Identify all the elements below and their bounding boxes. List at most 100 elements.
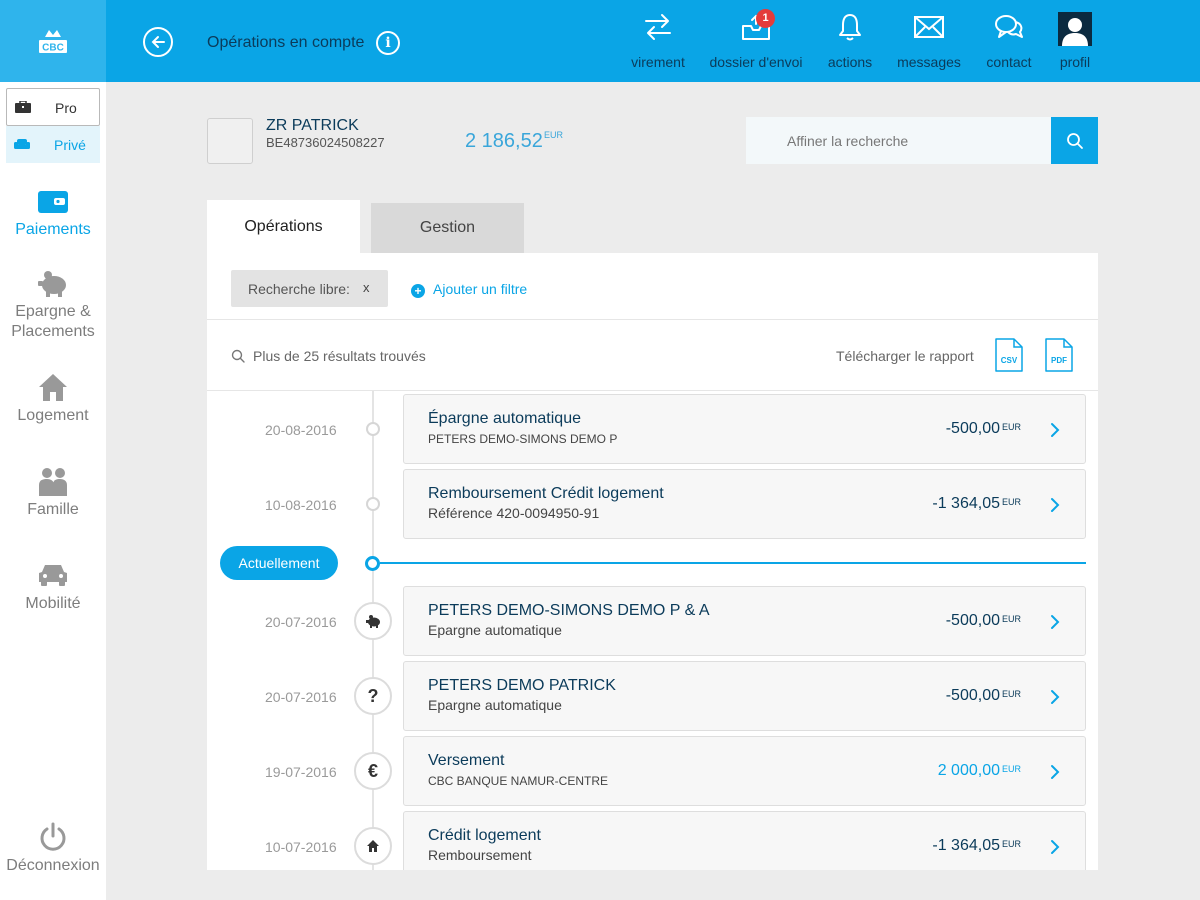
chevron-right-icon <box>1051 498 1060 512</box>
nav-contact[interactable]: contact <box>979 0 1039 82</box>
transaction-title: Versement <box>428 752 505 769</box>
transaction-date: 19-07-2016 <box>265 764 337 780</box>
search-input[interactable] <box>746 117 1052 164</box>
transaction-title: Remboursement Crédit logement <box>428 485 664 502</box>
sidebar: Pro Privé Paiements <box>0 82 106 900</box>
account-image[interactable] <box>207 118 253 164</box>
transaction-title: Épargne automatique <box>428 410 581 427</box>
power-icon <box>36 822 70 852</box>
account-balance-currency: EUR <box>544 130 564 140</box>
crown-logo-icon: CBC <box>39 30 67 54</box>
chevron-right-icon <box>1051 690 1060 704</box>
search-button[interactable] <box>1051 117 1098 164</box>
divider <box>207 319 1098 320</box>
divider <box>207 390 1098 391</box>
transaction-amount: -500,00 <box>945 687 1000 704</box>
envelope-icon <box>912 10 946 44</box>
transaction-amount: 2 000,00 <box>937 762 1000 779</box>
results-count: Plus de 25 résultats trouvés <box>231 348 426 364</box>
transaction-subtitle: PETERS DEMO-SIMONS DEMO P <box>428 432 618 446</box>
briefcase-icon <box>15 101 31 113</box>
filter-chip-remove-button[interactable]: x <box>363 280 370 295</box>
piggy-bank-icon <box>36 268 70 298</box>
sidebar-item-mobilite[interactable]: Mobilité <box>0 560 106 614</box>
now-marker-label: Actuellement <box>220 546 338 580</box>
segment-pro-button[interactable]: Pro <box>6 88 100 126</box>
top-bar: CBC Opérations en compte i virement doss… <box>0 0 1200 82</box>
question-mark-icon: ? <box>354 677 392 715</box>
notification-badge: 1 <box>756 9 775 28</box>
user-avatar-icon <box>1058 12 1092 46</box>
sidebar-item-famille[interactable]: Famille <box>0 466 106 520</box>
back-button[interactable] <box>143 27 173 57</box>
transaction-currency: EUR <box>1001 614 1021 624</box>
nav-virement[interactable]: virement <box>628 0 688 82</box>
transaction-amount: -1 364,05 <box>932 837 1000 854</box>
sofa-icon <box>14 139 30 149</box>
csv-download-icon[interactable]: CSV <box>995 338 1023 372</box>
nav-messages[interactable]: messages <box>895 0 963 82</box>
filter-chip[interactable]: Recherche libre: x <box>231 270 388 307</box>
info-icon[interactable]: i <box>376 31 400 55</box>
transaction-row[interactable]: PETERS DEMO-SIMONS DEMO P & A Epargne au… <box>403 586 1086 656</box>
transaction-date: 20-07-2016 <box>265 689 337 705</box>
transaction-currency: EUR <box>1001 689 1021 699</box>
chevron-right-icon <box>1051 765 1060 779</box>
nav-dossier-envoi[interactable]: dossier d'envoi <box>706 0 806 82</box>
transaction-date: 10-07-2016 <box>265 839 337 855</box>
transaction-subtitle: Remboursement <box>428 847 532 863</box>
chevron-right-icon <box>1051 423 1060 437</box>
sidebar-item-label: Famille <box>27 501 79 518</box>
sidebar-item-label: Paiements <box>15 221 91 238</box>
house-icon <box>354 827 392 865</box>
chat-bubbles-icon <box>992 10 1026 44</box>
house-icon <box>36 372 70 402</box>
segment-pro-label: Pro <box>55 100 77 116</box>
add-filter-link[interactable]: + Ajouter un filtre <box>411 281 527 298</box>
tab-gestion[interactable]: Gestion <box>371 203 524 253</box>
transaction-date: 20-07-2016 <box>265 614 337 630</box>
nav-label: virement <box>631 54 685 70</box>
transaction-currency: EUR <box>1001 422 1021 432</box>
transaction-row[interactable]: Épargne automatique PETERS DEMO-SIMONS D… <box>403 394 1086 464</box>
segment-prive-label: Privé <box>54 137 86 153</box>
nav-label: messages <box>897 54 961 70</box>
now-marker-line <box>380 562 1086 564</box>
wallet-icon <box>36 186 70 216</box>
transaction-amount: -1 364,05 <box>932 495 1000 512</box>
cbc-logo[interactable]: CBC <box>0 0 106 82</box>
transaction-subtitle: CBC BANQUE NAMUR-CENTRE <box>428 774 609 788</box>
transaction-row[interactable]: PETERS DEMO PATRICK Epargne automatique … <box>403 661 1086 731</box>
nav-profil[interactable]: profil <box>1052 0 1098 82</box>
transaction-date: 20-08-2016 <box>265 422 337 438</box>
segment-prive-button[interactable]: Privé <box>6 126 100 163</box>
sidebar-item-epargne[interactable]: Epargne & Placements <box>0 268 106 342</box>
transaction-row[interactable]: Remboursement Crédit logement Référence … <box>403 469 1086 539</box>
family-icon <box>36 466 70 496</box>
nav-actions[interactable]: actions <box>820 0 880 82</box>
transaction-currency: EUR <box>1001 839 1021 849</box>
transaction-amount: -500,00 <box>945 420 1000 437</box>
account-iban: BE48736024508227 <box>266 135 385 150</box>
euro-icon: € <box>354 752 392 790</box>
sidebar-item-logement[interactable]: Logement <box>0 372 106 426</box>
transaction-row[interactable]: Crédit logement Remboursement -1 364,05 … <box>403 811 1086 870</box>
transaction-currency: EUR <box>1001 764 1021 774</box>
transaction-title: PETERS DEMO-SIMONS DEMO P & A <box>428 602 710 619</box>
pdf-download-icon[interactable]: PDF <box>1045 338 1073 372</box>
logout-label: Déconnexion <box>6 857 100 874</box>
sidebar-item-paiements[interactable]: Paiements <box>0 186 106 240</box>
sidebar-item-label: Logement <box>17 407 89 424</box>
add-filter-label: Ajouter un filtre <box>433 281 528 297</box>
transaction-title: PETERS DEMO PATRICK <box>428 677 616 694</box>
transaction-subtitle: Epargne automatique <box>428 622 562 638</box>
nav-label: dossier d'envoi <box>709 54 803 70</box>
svg-text:PDF: PDF <box>1051 356 1067 365</box>
nav-label: contact <box>986 54 1032 70</box>
piggy-bank-icon <box>354 602 392 640</box>
tab-operations[interactable]: Opérations <box>207 200 360 253</box>
results-count-text: Plus de 25 résultats trouvés <box>253 348 426 364</box>
transaction-row[interactable]: Versement CBC BANQUE NAMUR-CENTRE 2 000,… <box>403 736 1086 806</box>
logout-button[interactable]: Déconnexion <box>0 822 106 876</box>
filter-chip-label: Recherche libre: <box>248 281 350 297</box>
